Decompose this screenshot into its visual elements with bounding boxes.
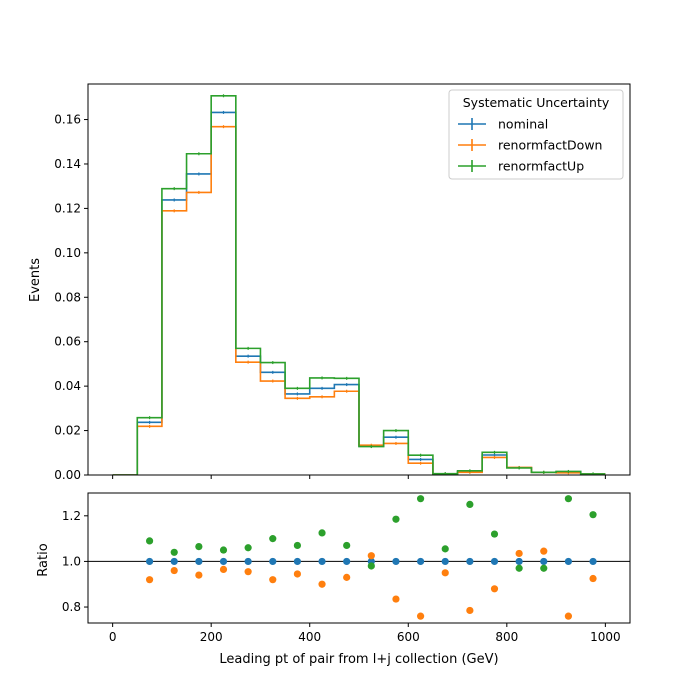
ratio-point-nominal [219, 557, 228, 566]
ratio-point-renormfactUp [244, 544, 252, 552]
x-tick-label: 800 [495, 630, 518, 644]
legend-title: Systematic Uncertainty [463, 95, 610, 110]
ratio-point-nominal [466, 557, 474, 566]
x-axis-label: Leading pt of pair from l+j collection (… [219, 652, 498, 667]
ratio-point-renormfactUp [170, 548, 178, 556]
y-axis-label-events: Events [28, 258, 43, 302]
x-tick-label: 0 [109, 630, 117, 644]
ratio-point-renormfactDown [343, 573, 351, 581]
y-tick-label-top: 0.14 [54, 157, 81, 171]
ratio-point-renormfactUp [269, 535, 277, 543]
y-tick-label-top: 0.10 [54, 246, 81, 260]
ratio-point-nominal [540, 557, 548, 566]
y-axis-label-ratio: Ratio [36, 543, 51, 576]
top-panel: 0.00 0.02 0.04 0.06 0.08 0.10 0.12 0.14 0.16 Syst… [54, 83, 631, 482]
ratio-point-renormfactDown [416, 612, 425, 620]
x-tick-label: 400 [298, 630, 321, 644]
ratio-point-renormfactUp [293, 541, 302, 550]
ratio-point-nominal [392, 557, 400, 566]
ratio-point-nominal [318, 557, 326, 566]
ratio-point-renormfactDown [392, 595, 400, 603]
ratio-point-nominal [170, 557, 178, 566]
ratio-point-renormfactUp [441, 545, 449, 553]
legend-entry-nominal: nominal [498, 117, 548, 132]
ratio-point-renormfactUp [145, 537, 154, 545]
ratio-point-renormfactDown [564, 612, 573, 620]
ratio-point-renormfactUp [219, 546, 228, 554]
ratio-point-nominal [441, 557, 449, 566]
ratio-axes-frame [87, 492, 631, 624]
y-tick-label-ratio: 1.0 [62, 554, 81, 568]
ratio-point-renormfactUp [195, 542, 203, 551]
top-axes-frame [87, 83, 631, 476]
ratio-point-renormfactDown [318, 580, 326, 588]
ratio-panel: 0.8 1.0 1.2 0 200 400 600 800 1000 [62, 492, 631, 644]
x-tick-label: 200 [200, 630, 223, 644]
ratio-point-renormfactDown [219, 565, 228, 574]
ratio-point-renormfactUp [466, 500, 474, 509]
y-tick-label-top: 0.06 [54, 335, 81, 349]
ratio-point-renormfactDown [540, 547, 548, 555]
ratio-point-renormfactDown [293, 570, 302, 578]
ratio-point-renormfactUp [416, 495, 425, 503]
legend: Systematic Uncertainty nominal renormfactD… [448, 89, 624, 180]
ratio-point-nominal [416, 557, 425, 566]
ratio-point-nominal [343, 557, 351, 566]
y-tick-label-top: 0.08 [54, 290, 81, 304]
y-tick-label-top: 0.00 [54, 468, 81, 482]
x-tick-label: 600 [397, 630, 420, 644]
ratio-point-renormfactUp [490, 530, 499, 538]
legend-box [448, 89, 624, 180]
ratio-point-renormfactDown [367, 552, 375, 560]
ratio-point-renormfactUp [589, 511, 597, 519]
ratio-point-nominal [564, 557, 573, 566]
ratio-point-renormfactDown [170, 566, 178, 575]
ratio-point-renormfactUp [540, 564, 548, 572]
y-tick-label-top: 0.02 [54, 424, 81, 438]
y-tick-label-top: 0.16 [54, 113, 81, 127]
ratio-point-renormfactUp [392, 515, 400, 523]
y-tick-label-top: 0.12 [54, 201, 81, 215]
ratio-point-renormfactDown [589, 574, 597, 583]
ratio-point-renormfactUp [564, 495, 573, 503]
y-tick-label-top: 0.04 [54, 379, 81, 393]
ratio-point-nominal [269, 557, 277, 566]
ratio-point-nominal [515, 557, 523, 566]
ratio-point-nominal [589, 557, 597, 566]
ratio-point-nominal [293, 557, 302, 566]
ratio-point-nominal [195, 557, 203, 566]
ratio-point-nominal [490, 557, 499, 566]
ratio-point-renormfactUp [343, 541, 351, 550]
ratio-point-renormfactDown [269, 576, 277, 584]
ratio-point-renormfactUp [367, 562, 375, 570]
ratio-point-renormfactDown [515, 549, 523, 558]
y-tick-label-ratio: 0.8 [62, 600, 81, 614]
ratio-point-nominal [244, 557, 252, 566]
ratio-point-nominal [145, 557, 154, 566]
ratio-point-renormfactUp [515, 564, 523, 572]
ratio-point-renormfactDown [466, 606, 474, 615]
ratio-point-renormfactDown [145, 576, 154, 584]
ratio-point-renormfactDown [244, 568, 252, 576]
x-tick-label: 1000 [590, 630, 621, 644]
histogram-series [112, 94, 606, 475]
legend-entry-renormfactDown: renormfactDown [498, 138, 602, 153]
legend-entry-renormfactUp: renormfactUp [498, 159, 584, 174]
ratio-point-renormfactDown [195, 571, 203, 579]
ratio-point-renormfactUp [318, 529, 326, 537]
y-tick-label-ratio: 1.2 [62, 509, 81, 523]
ratio-points [145, 495, 597, 620]
ratio-point-renormfactDown [441, 569, 449, 577]
ratio-point-renormfactDown [490, 585, 499, 593]
